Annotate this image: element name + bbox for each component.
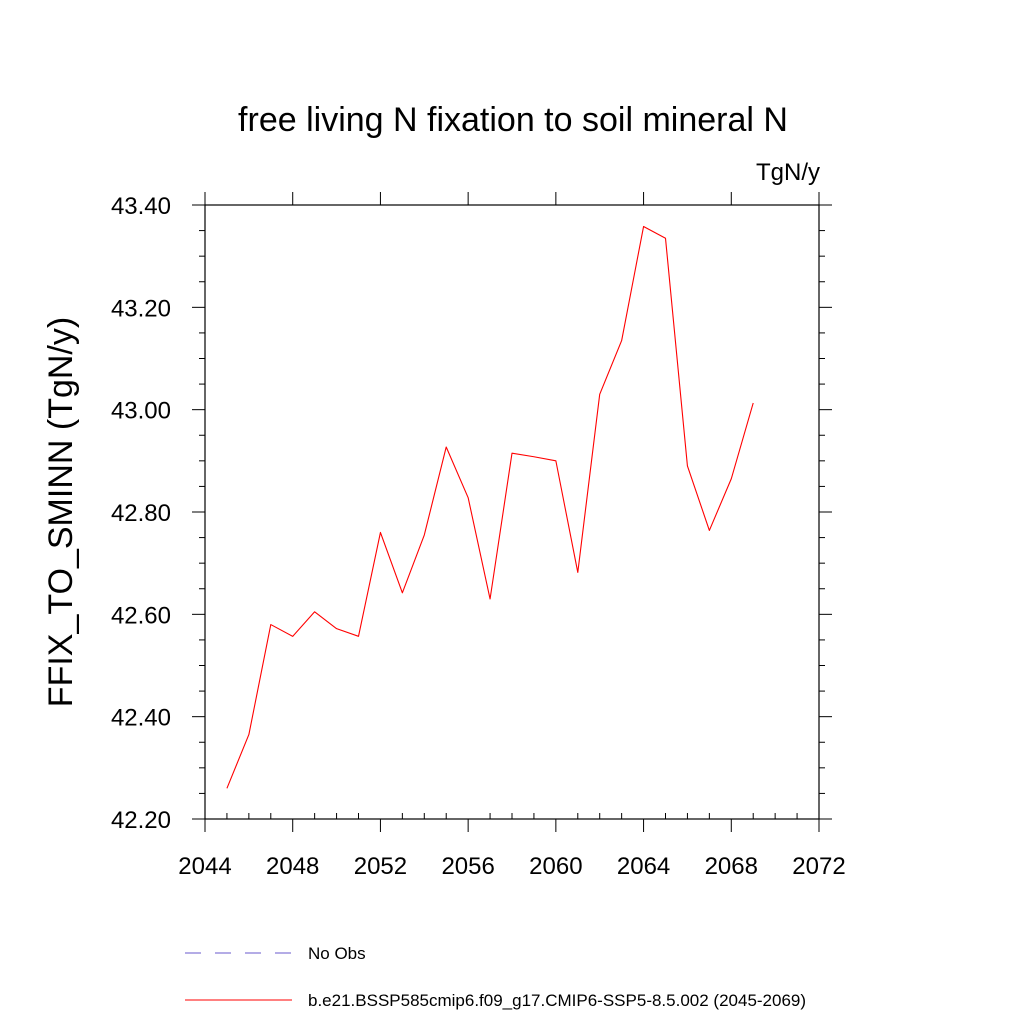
x-tick-label: 2072 xyxy=(792,853,845,880)
y-tick-label: 43.20 xyxy=(111,295,171,322)
x-tick-label: 2056 xyxy=(441,853,494,880)
y-tick-label: 43.40 xyxy=(111,193,171,220)
y-tick-label: 42.20 xyxy=(111,807,171,834)
legend-label-model-run: b.e21.BSSP585cmip6.f09_g17.CMIP6-SSP5-8.… xyxy=(308,991,806,1010)
y-tick-label: 42.60 xyxy=(111,602,171,629)
legend: No Obs b.e21.BSSP585cmip6.f09_g17.CMIP6-… xyxy=(185,944,806,1010)
x-tick-label: 2064 xyxy=(617,853,670,880)
y-tick-label: 42.80 xyxy=(111,500,171,527)
x-tick-label: 2052 xyxy=(354,853,407,880)
series-layer xyxy=(226,225,754,789)
y-axis-label: FFIX_TO_SMINN (TgN/y) xyxy=(42,317,80,707)
x-tick-label: 2048 xyxy=(266,853,319,880)
x-tick-label: 2060 xyxy=(529,853,582,880)
axis-ticks xyxy=(192,192,832,832)
x-tick-label: 2044 xyxy=(178,853,231,880)
tick-labels: 2044 2048 2052 2056 2060 2064 2068 2072 42.20 42.… xyxy=(111,193,846,880)
units-label: TgN/y xyxy=(756,159,820,186)
series-line xyxy=(226,225,754,789)
x-tick-label: 2068 xyxy=(705,853,758,880)
chart-title: free living N fixation to soil mineral N xyxy=(238,101,788,139)
legend-label-no-obs: No Obs xyxy=(308,944,366,963)
y-tick-label: 43.00 xyxy=(111,398,171,425)
plot-frame xyxy=(204,204,820,820)
y-tick-label: 42.40 xyxy=(111,705,171,732)
